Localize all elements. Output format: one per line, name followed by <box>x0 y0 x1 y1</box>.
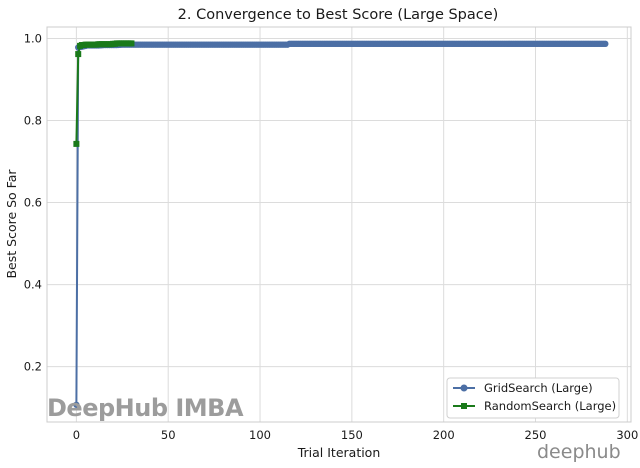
data-point-random <box>75 51 82 58</box>
y-tick-label: 0.4 <box>24 278 42 292</box>
legend-box <box>446 377 620 419</box>
chart-title: 2. Convergence to Best Score (Large Spac… <box>178 7 499 23</box>
data-point-random <box>73 140 80 147</box>
legend-label-random: RandomSearch (Large) <box>484 399 616 413</box>
x-tick-label: 100 <box>249 428 271 442</box>
data-point-random <box>128 40 135 47</box>
legend: GridSearch (Large) RandomSearch (Large) <box>446 377 620 419</box>
y-tick-label: 1.0 <box>24 31 42 45</box>
y-tick-label: 0.6 <box>24 196 42 210</box>
y-axis-label: Best Score So Far <box>4 169 19 279</box>
x-axis-label: Trial Iteration <box>297 445 381 460</box>
gridlines <box>47 27 631 422</box>
x-tick-label: 300 <box>616 428 638 442</box>
y-tick-label: 0.8 <box>24 114 42 128</box>
x-tick-label: 150 <box>341 428 363 442</box>
watermark-deephub-imba: DeepHub IMBA <box>47 394 244 422</box>
y-tick-label: 0.2 <box>24 360 42 374</box>
x-tick-label: 50 <box>161 428 176 442</box>
data-point-grid <box>602 40 609 48</box>
x-tick-label: 0 <box>73 428 80 442</box>
legend-label-grid: GridSearch (Large) <box>484 381 593 395</box>
series-layer <box>73 40 609 408</box>
x-tick-label: 250 <box>525 428 547 442</box>
plot-frame <box>46 26 632 423</box>
tick-labels: 0 50 100 150 200 250 300 0.2 0.4 0.6 0.8 1.0 <box>24 31 639 442</box>
legend-marker-random <box>461 403 467 409</box>
x-tick-label: 200 <box>433 428 455 442</box>
watermark-deephub-corner: deephub <box>537 441 621 463</box>
legend-marker-grid <box>460 384 468 392</box>
data-point-grid <box>73 401 80 408</box>
